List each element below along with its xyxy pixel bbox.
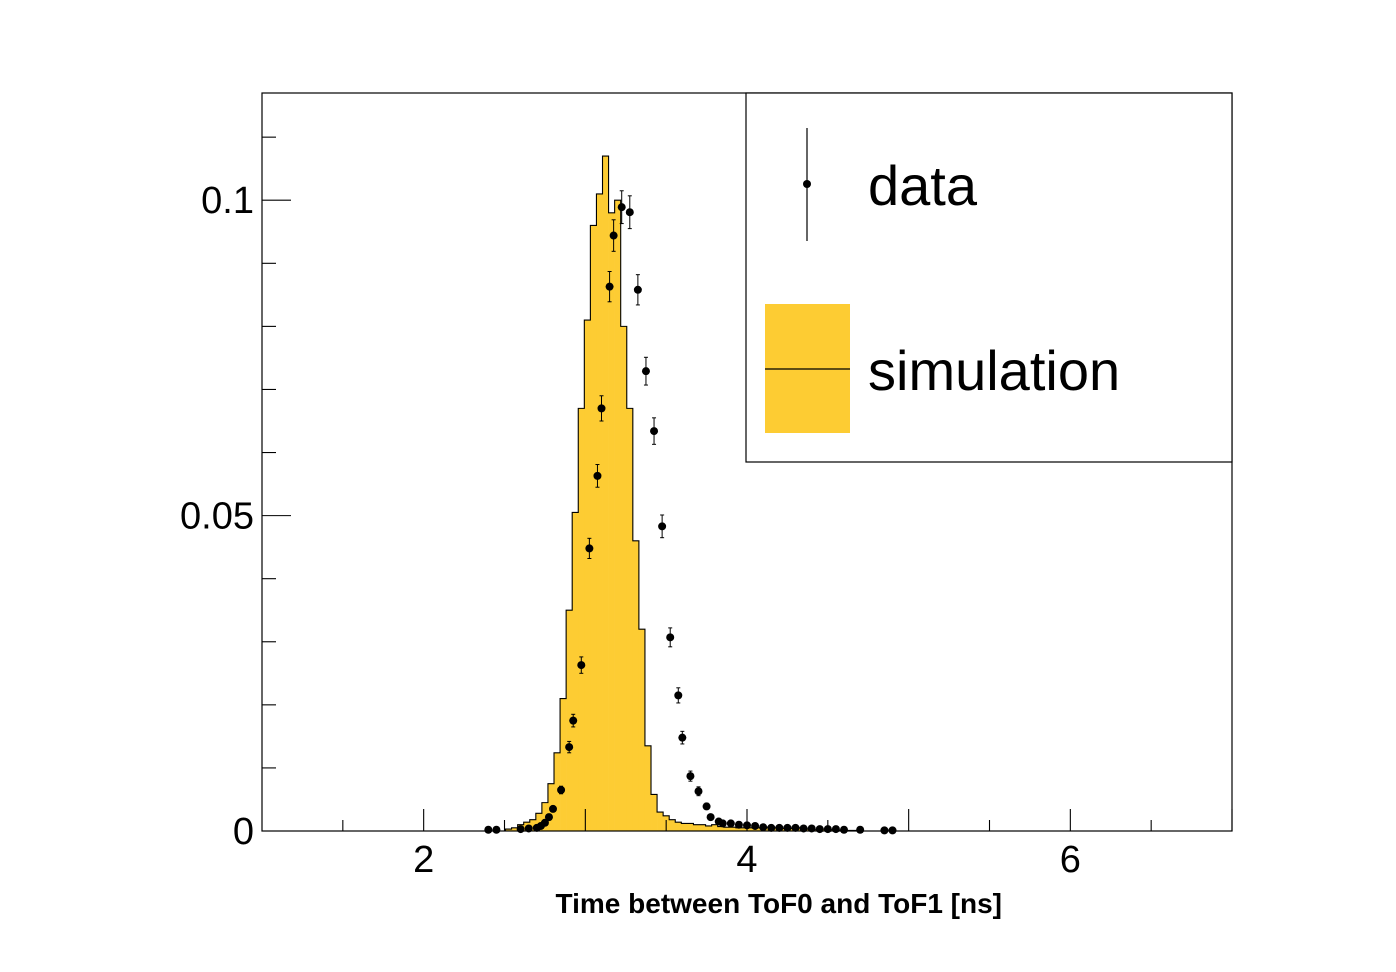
data-point bbox=[633, 274, 642, 306]
simulation-bar bbox=[687, 823, 694, 831]
data-point bbox=[650, 417, 659, 445]
data-point bbox=[751, 821, 760, 830]
simulation-bar bbox=[681, 823, 688, 831]
simulation-bar bbox=[572, 512, 579, 831]
data-point bbox=[658, 514, 667, 539]
data-point bbox=[617, 190, 626, 225]
data-point bbox=[791, 823, 800, 832]
data-point bbox=[585, 537, 594, 560]
data-point bbox=[678, 730, 687, 745]
x-axis: 2 4 6 bbox=[342, 809, 1233, 881]
legend-data-marker bbox=[803, 180, 811, 188]
simulation-bar bbox=[651, 794, 658, 831]
simulation-bar bbox=[754, 827, 761, 831]
data-point bbox=[840, 825, 848, 834]
simulation-bar bbox=[820, 829, 828, 831]
simulation-bar bbox=[596, 193, 603, 831]
legend-simulation-label: simulation bbox=[868, 339, 1120, 402]
data-point bbox=[856, 825, 865, 834]
simulation-bar bbox=[602, 156, 609, 832]
data-point bbox=[540, 818, 549, 827]
data-point bbox=[609, 219, 618, 252]
x-axis-title: Time between ToF0 and ToF1 [ns] bbox=[556, 888, 1002, 919]
simulation-bar bbox=[614, 200, 621, 831]
legend: data simulation bbox=[745, 92, 1233, 463]
simulation-bar bbox=[535, 813, 543, 831]
simulation-bar bbox=[554, 752, 561, 831]
data-point bbox=[593, 464, 602, 488]
data-point bbox=[605, 271, 614, 303]
simulation-bar bbox=[729, 827, 737, 831]
data-point bbox=[831, 825, 840, 834]
data-point bbox=[565, 740, 574, 754]
simulation-bar bbox=[657, 812, 664, 831]
simulation-bar bbox=[796, 827, 803, 831]
simulation-bar bbox=[638, 629, 646, 831]
simulation-bar bbox=[620, 326, 628, 831]
simulation-bar bbox=[560, 698, 567, 831]
simulation-bar bbox=[608, 212, 615, 831]
data-point bbox=[775, 823, 784, 832]
data-point bbox=[625, 195, 634, 230]
simulation-bar bbox=[699, 824, 706, 831]
data-point bbox=[666, 627, 675, 648]
simulation-bar bbox=[705, 825, 712, 831]
data-point bbox=[484, 825, 493, 834]
simulation-bar bbox=[669, 819, 676, 831]
data-point bbox=[815, 825, 824, 834]
data-point bbox=[549, 804, 557, 813]
x-tick-label: 2 bbox=[413, 839, 434, 881]
simulation-bar bbox=[584, 320, 591, 831]
data-point bbox=[702, 802, 711, 811]
data-point bbox=[516, 825, 525, 834]
data-point bbox=[880, 826, 889, 835]
data-point bbox=[783, 823, 792, 832]
data-point bbox=[734, 820, 743, 829]
data-point bbox=[544, 813, 553, 822]
legend-data-label: data bbox=[868, 154, 978, 217]
simulation-bar bbox=[717, 826, 725, 831]
simulation-bar bbox=[511, 827, 518, 831]
simulation-bar bbox=[578, 408, 585, 831]
data-point bbox=[759, 823, 768, 832]
data-point bbox=[577, 656, 586, 674]
data-point bbox=[641, 356, 650, 386]
data-point bbox=[726, 819, 735, 828]
simulation-bar bbox=[675, 822, 682, 831]
simulation-bar bbox=[693, 824, 700, 831]
y-tick-label: 0 bbox=[233, 811, 254, 853]
simulation-bar bbox=[723, 827, 731, 831]
data-point bbox=[718, 819, 727, 828]
x-tick-label: 4 bbox=[736, 839, 757, 881]
y-tick-label: 0.1 bbox=[201, 180, 254, 222]
y-axis: 0 0.05 0.1 bbox=[180, 136, 291, 853]
data-point bbox=[767, 823, 776, 832]
data-point bbox=[706, 813, 715, 822]
data-point bbox=[674, 687, 683, 704]
simulation-bar bbox=[590, 225, 597, 831]
x-tick-label: 6 bbox=[1060, 839, 1081, 881]
simulation-bar bbox=[644, 745, 652, 831]
data-point bbox=[597, 395, 606, 422]
data-point bbox=[686, 770, 695, 782]
data-point bbox=[694, 786, 703, 797]
simulation-bar bbox=[632, 540, 640, 831]
simulation-bar bbox=[626, 408, 634, 831]
simulation-bar bbox=[748, 827, 755, 831]
simulation-bar bbox=[741, 827, 749, 831]
simulation-bar bbox=[772, 827, 779, 831]
data-point bbox=[492, 825, 501, 834]
data-point bbox=[557, 785, 566, 795]
data-point bbox=[888, 826, 897, 835]
simulation-bar bbox=[735, 827, 743, 831]
simulation-bar bbox=[505, 829, 512, 831]
y-tick-label: 0.05 bbox=[180, 496, 254, 538]
data-point bbox=[569, 713, 578, 728]
simulation-bar bbox=[711, 824, 718, 831]
simulation-bar bbox=[529, 819, 537, 831]
